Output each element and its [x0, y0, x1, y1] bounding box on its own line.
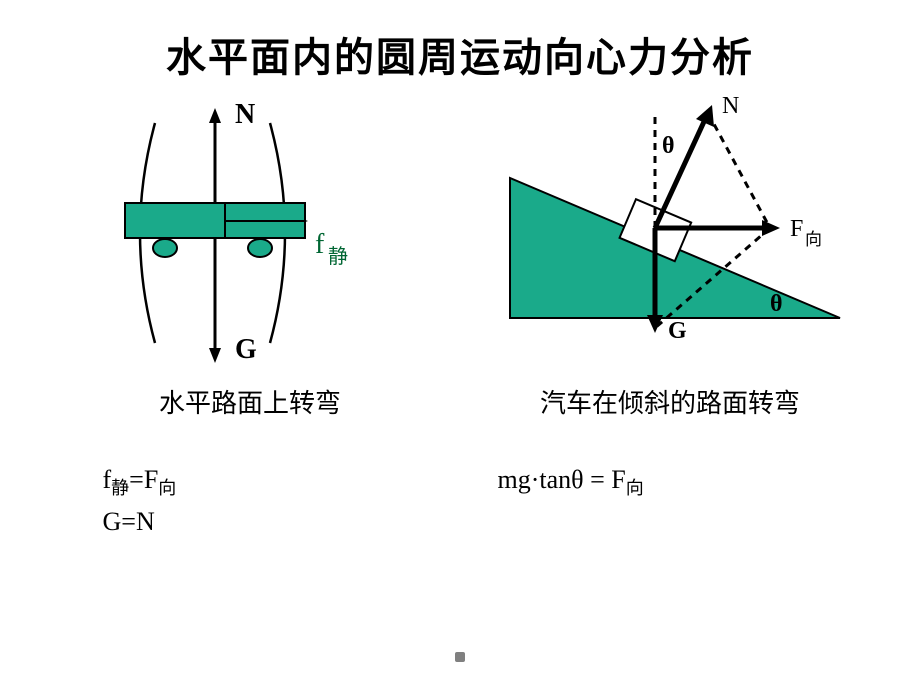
left-equations: f静=F向 G=N	[43, 460, 463, 541]
fc-arrowhead	[762, 220, 780, 236]
diagrams-row: N G f 静 水平路面上转弯	[0, 93, 920, 420]
flat-road-diagram: N G f 静	[70, 93, 430, 373]
n-vector	[655, 113, 708, 228]
right-equations: mg·tanθ = F向	[468, 460, 878, 541]
dash-n-to-f	[708, 113, 770, 228]
left-caption: 水平路面上转弯	[159, 383, 341, 420]
g-label-r: G	[668, 318, 687, 344]
left-wheel	[153, 239, 177, 257]
left-column: N G f 静 水平路面上转弯	[70, 93, 430, 420]
page-title: 水平面内的圆周运动向心力分析	[0, 0, 920, 83]
n-label-r: N	[722, 93, 739, 119]
equations-row: f静=F向 G=N mg·tanθ = F向	[0, 460, 920, 541]
right-wheel	[248, 239, 272, 257]
f-label-main: f	[315, 229, 325, 260]
n-arrowhead	[209, 108, 221, 123]
f-label-sub: 静	[328, 245, 348, 268]
eq-G-eq-N: G=N	[103, 502, 463, 541]
right-column: N G F 向 θ θ 汽车在倾斜的路面转弯	[490, 93, 850, 420]
right-caption: 汽车在倾斜的路面转弯	[540, 383, 800, 420]
incline-road-diagram: N G F 向 θ θ	[490, 93, 850, 373]
g-arrowhead	[209, 348, 221, 363]
page-indicator-icon	[455, 652, 465, 662]
f-label-r-sub: 向	[805, 230, 822, 249]
f-label-r: F	[790, 216, 803, 242]
theta-top: θ	[662, 133, 675, 159]
g-label: G	[235, 334, 257, 365]
eq-f-eq-F: f静=F向	[103, 460, 463, 502]
eq-mgtan: mg·tanθ = F向	[498, 460, 878, 502]
n-label: N	[235, 99, 255, 130]
theta-base: θ	[770, 291, 783, 317]
